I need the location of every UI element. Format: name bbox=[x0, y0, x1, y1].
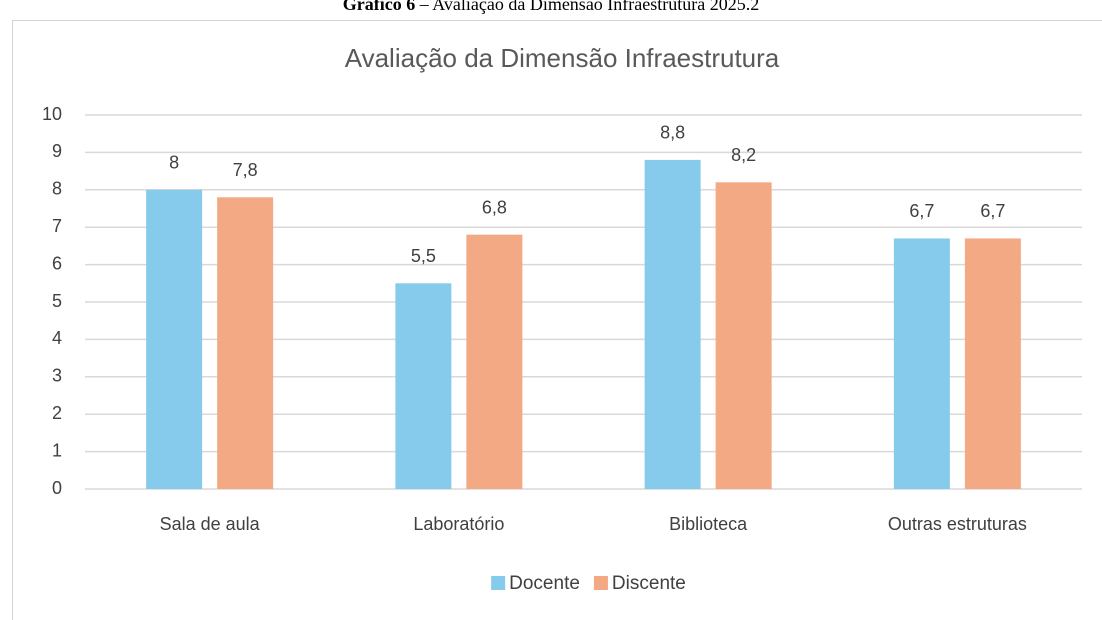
y-tick-label: 4 bbox=[52, 328, 62, 348]
y-tick-label: 9 bbox=[52, 141, 62, 161]
caption-text: – Avaliação da Dimensão Infraestrutura 2… bbox=[415, 0, 759, 14]
data-label: 8,8 bbox=[660, 123, 685, 143]
y-tick-label: 1 bbox=[52, 440, 62, 460]
legend-swatch bbox=[491, 576, 506, 590]
legend: Docente Discente bbox=[491, 573, 686, 594]
legend-label: Discente bbox=[612, 573, 686, 594]
bar bbox=[217, 197, 274, 489]
y-tick-label: 2 bbox=[52, 403, 62, 423]
y-tick-label: 7 bbox=[52, 216, 62, 236]
caption-label: Gráfico 6 bbox=[343, 0, 415, 14]
x-tick-label: Outras estruturas bbox=[888, 514, 1027, 534]
data-label: 7,8 bbox=[233, 160, 258, 180]
y-tick-label: 6 bbox=[52, 253, 62, 273]
data-label: 8 bbox=[169, 153, 179, 173]
data-label: 8,2 bbox=[731, 145, 756, 165]
bar bbox=[644, 159, 701, 489]
x-tick-label: Biblioteca bbox=[669, 514, 748, 534]
y-tick-label: 5 bbox=[52, 291, 62, 311]
y-tick-label: 8 bbox=[52, 179, 62, 199]
bar bbox=[146, 189, 203, 490]
bar bbox=[893, 238, 950, 489]
bar bbox=[964, 238, 1021, 489]
legend-swatch bbox=[593, 576, 608, 590]
bar bbox=[466, 234, 523, 489]
data-label: 5,5 bbox=[411, 246, 436, 266]
y-tick-label: 3 bbox=[52, 366, 62, 386]
bar bbox=[395, 283, 452, 489]
x-tick-label: Sala de aula bbox=[160, 514, 261, 534]
y-tick-label: 0 bbox=[52, 478, 62, 498]
x-tick-label: Laboratório bbox=[413, 514, 504, 534]
data-label: 6,7 bbox=[980, 201, 1005, 221]
data-label: 6,7 bbox=[909, 201, 934, 221]
caption: Gráfico 6 – Avaliação da Dimensão Infrae… bbox=[343, 0, 760, 14]
data-label: 6,8 bbox=[482, 197, 507, 217]
legend-label: Docente bbox=[509, 573, 580, 594]
chart-title: Avaliação da Dimensão Infraestrutura bbox=[345, 43, 780, 73]
bar bbox=[715, 182, 772, 489]
y-tick-label: 10 bbox=[42, 104, 62, 124]
